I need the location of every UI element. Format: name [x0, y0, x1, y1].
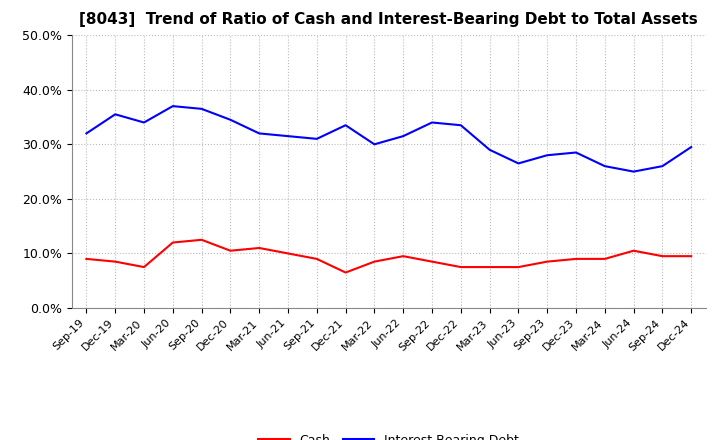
Cash [399, 253, 408, 259]
Line: Cash: Cash [86, 240, 691, 272]
Interest-Bearing Debt [399, 133, 408, 139]
Cash [111, 259, 120, 264]
Cash [82, 256, 91, 261]
Cash [284, 251, 292, 256]
Cash [629, 248, 638, 253]
Cash [687, 253, 696, 259]
Interest-Bearing Debt [341, 123, 350, 128]
Interest-Bearing Debt [658, 164, 667, 169]
Cash [312, 256, 321, 261]
Interest-Bearing Debt [82, 131, 91, 136]
Cash [514, 264, 523, 270]
Cash [456, 264, 465, 270]
Interest-Bearing Debt [485, 147, 494, 152]
Interest-Bearing Debt [111, 112, 120, 117]
Interest-Bearing Debt [543, 153, 552, 158]
Title: [8043]  Trend of Ratio of Cash and Interest-Bearing Debt to Total Assets: [8043] Trend of Ratio of Cash and Intere… [79, 12, 698, 27]
Cash [485, 264, 494, 270]
Cash [168, 240, 177, 245]
Cash [428, 259, 436, 264]
Interest-Bearing Debt [629, 169, 638, 174]
Cash [543, 259, 552, 264]
Interest-Bearing Debt [572, 150, 580, 155]
Interest-Bearing Debt [456, 123, 465, 128]
Cash [255, 246, 264, 251]
Interest-Bearing Debt [370, 142, 379, 147]
Cash [370, 259, 379, 264]
Cash [572, 256, 580, 261]
Interest-Bearing Debt [226, 117, 235, 122]
Interest-Bearing Debt [284, 133, 292, 139]
Cash [600, 256, 609, 261]
Interest-Bearing Debt [197, 106, 206, 111]
Interest-Bearing Debt [168, 103, 177, 109]
Line: Interest-Bearing Debt: Interest-Bearing Debt [86, 106, 691, 172]
Interest-Bearing Debt [600, 164, 609, 169]
Interest-Bearing Debt [140, 120, 148, 125]
Interest-Bearing Debt [255, 131, 264, 136]
Cash [658, 253, 667, 259]
Legend: Cash, Interest-Bearing Debt: Cash, Interest-Bearing Debt [253, 429, 524, 440]
Cash [140, 264, 148, 270]
Cash [197, 237, 206, 242]
Interest-Bearing Debt [312, 136, 321, 142]
Interest-Bearing Debt [514, 161, 523, 166]
Cash [226, 248, 235, 253]
Cash [341, 270, 350, 275]
Interest-Bearing Debt [687, 144, 696, 150]
Interest-Bearing Debt [428, 120, 436, 125]
